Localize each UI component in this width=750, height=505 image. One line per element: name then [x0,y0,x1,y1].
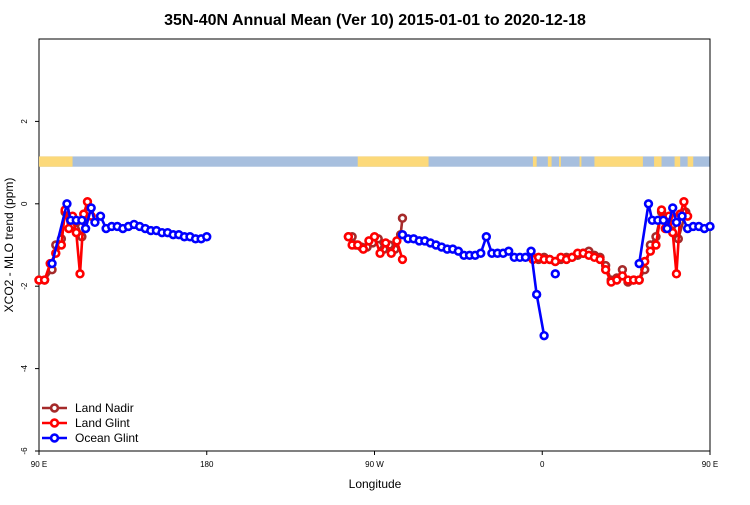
data-point [481,232,492,242]
land-segment [39,156,73,167]
land-segment [559,156,561,167]
data-point [550,269,560,279]
land-segment [547,156,552,167]
data-point [651,240,661,250]
x-axis-label: Longitude [349,477,402,491]
data-point [634,275,644,285]
data-point [679,197,689,207]
x-tick-label: 0 [540,460,545,469]
data-point [56,240,67,250]
axes: 90 E 180 90 W 0 90 E 2 0 -2 -4 -6 [20,119,718,469]
data-point [47,258,57,269]
land-segment [357,156,429,167]
legend-marker [49,418,60,428]
y-tick-label: -4 [20,364,29,372]
data-point [595,254,605,265]
data-point [656,205,667,215]
data-point [62,199,72,209]
data-point [504,246,514,256]
data-point [392,236,402,246]
data-point [86,203,96,213]
data-point [39,275,50,285]
y-tick-label: 0 [20,201,29,206]
legend-label: Ocean Glint [75,431,139,445]
land-segment [687,156,694,167]
data-point [358,244,369,254]
land-segment [654,156,662,167]
data-point [375,248,385,258]
x-tick-label: 90 E [702,460,718,469]
data-point [95,211,106,221]
data-point [369,232,380,242]
data-point [662,223,672,234]
land-segment [594,156,643,167]
series-1 [34,197,693,287]
legend-label: Land Glint [75,416,130,430]
data-point [90,217,100,228]
land-segment [579,156,582,167]
data-point [658,215,669,225]
data-point [705,221,715,232]
data-point [202,232,212,242]
data-point [380,238,391,248]
data-point [520,252,531,263]
data-point [531,289,542,300]
data-point [677,211,687,221]
chart-title: 35N-40N Annual Mean (Ver 10) 2015-01-01 … [164,12,586,29]
data-series [34,197,715,341]
y-tick-label: -2 [20,282,29,290]
x-tick-label: 90 E [31,460,47,469]
legend-marker [49,403,60,413]
data-point [77,215,87,225]
data-point [75,269,85,279]
data-point [397,213,408,223]
data-point [643,199,654,209]
x-tick-label: 180 [200,460,214,469]
data-point [64,223,74,234]
legend-marker [49,433,60,443]
data-point [539,330,549,341]
data-point [645,246,656,256]
data-point [343,232,354,242]
y-axis-label: XCO2 - MLO trend (ppm) [2,178,16,313]
data-point [397,254,408,265]
series-2 [47,199,715,341]
land-segment [532,156,537,167]
data-point [526,246,536,256]
x-tick-label: 90 W [365,460,384,469]
data-point [80,223,91,234]
data-point [671,217,682,228]
y-tick-label: 2 [20,119,29,124]
land-segment [674,156,681,167]
data-point [386,248,396,258]
y-tick-label: -6 [20,447,29,455]
data-point [671,269,682,279]
land-sea-bar [39,156,710,167]
data-point [668,203,678,213]
data-point [71,227,81,238]
data-point [476,248,486,258]
series-line [401,233,546,336]
data-point [600,265,611,275]
data-point [634,258,644,269]
legend-label: Land Nadir [75,401,134,415]
